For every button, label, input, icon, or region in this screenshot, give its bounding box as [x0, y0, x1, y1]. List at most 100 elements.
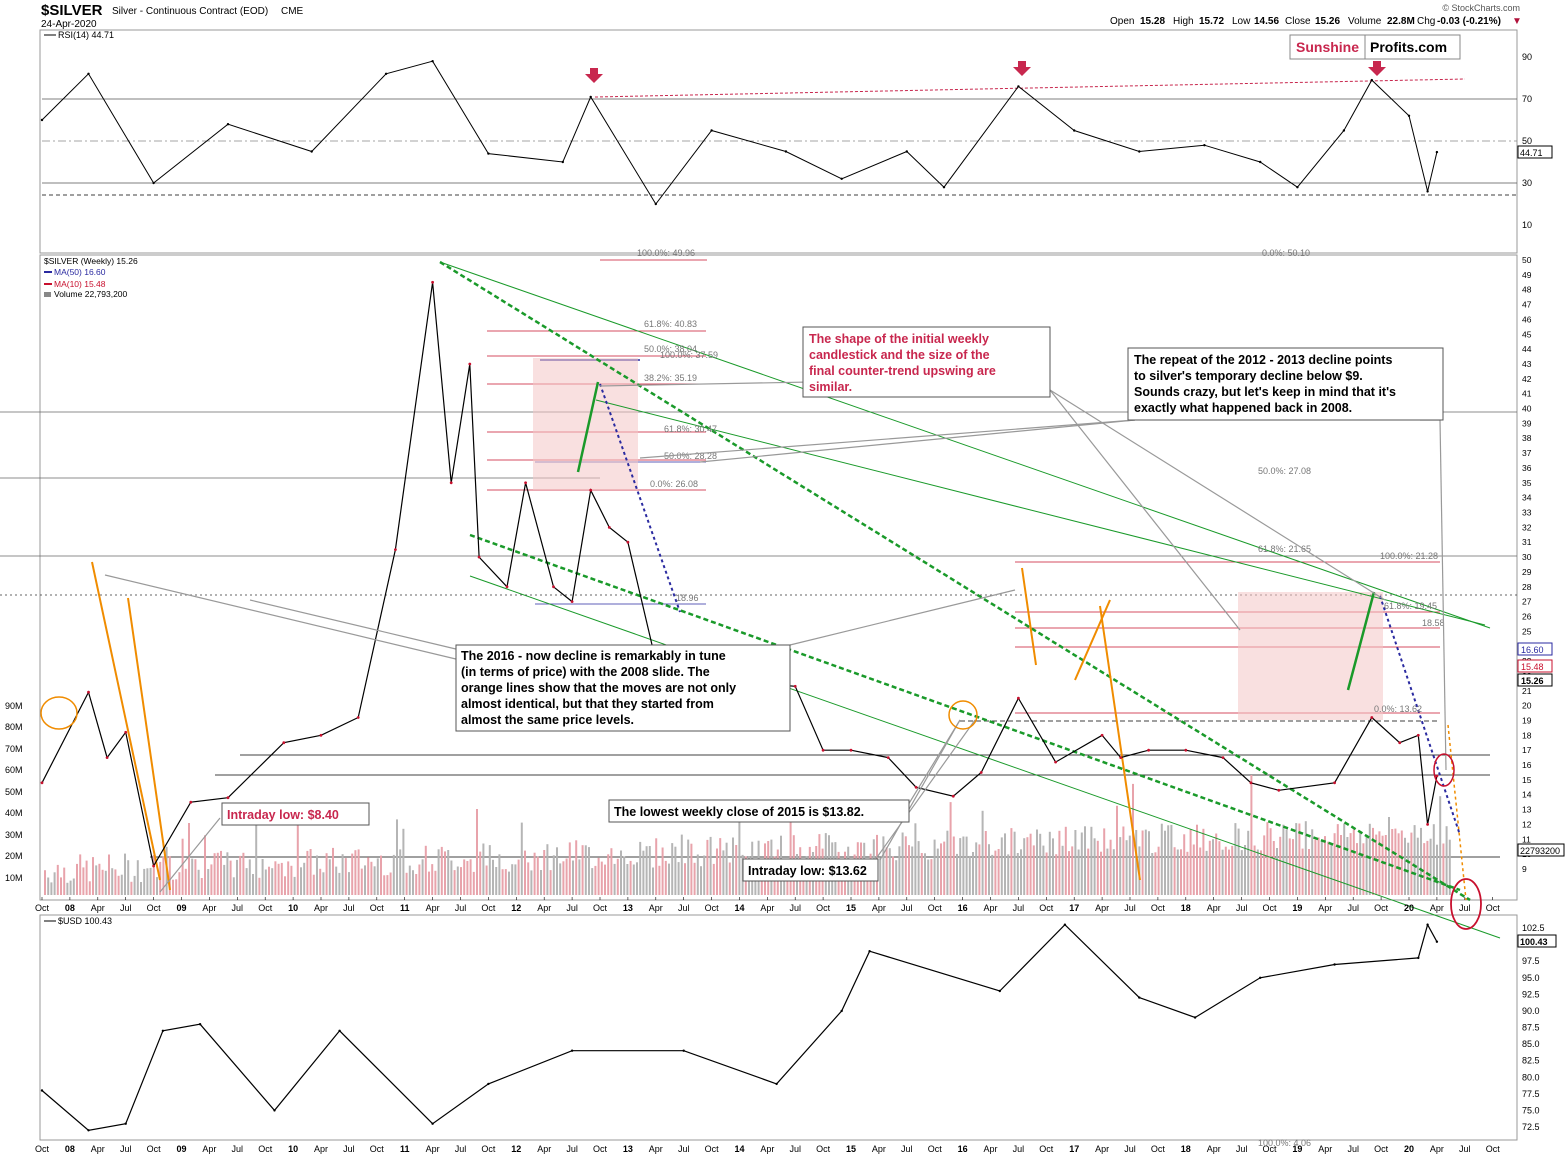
- fib-label: 50.0%: 28.28: [664, 451, 717, 461]
- volume-tick: 10M: [5, 873, 23, 883]
- price-tick: 44: [1522, 344, 1532, 354]
- volume-bar: [1304, 821, 1307, 895]
- volume-bar: [364, 865, 366, 895]
- volume-bar: [543, 850, 546, 895]
- rsi-point: [310, 150, 313, 153]
- volume-bar: [652, 867, 654, 895]
- volume-bar: [1221, 849, 1224, 895]
- svg-text:MA(50) 16.60: MA(50) 16.60: [54, 267, 106, 277]
- volume-bar: [1423, 843, 1426, 895]
- price-tick: 39: [1522, 418, 1532, 428]
- svg-text:44.71: 44.71: [1520, 148, 1543, 158]
- red-circle: [1433, 753, 1455, 787]
- volume-bar: [1016, 853, 1019, 895]
- usd-point: [124, 1122, 127, 1125]
- volume-bar: [674, 846, 677, 895]
- volume-tick: 60M: [5, 765, 23, 775]
- volume-bar: [1324, 836, 1326, 895]
- x-tick-label: 09: [176, 903, 186, 913]
- volume-bar: [133, 875, 136, 895]
- x-tick-label: Oct: [593, 903, 608, 913]
- volume-bar: [415, 874, 418, 895]
- volume-bar: [216, 852, 219, 895]
- volume-bar: [255, 811, 258, 895]
- volume-bar: [668, 863, 670, 895]
- volume-bar: [1394, 828, 1397, 895]
- volume-bar: [1023, 838, 1026, 895]
- down-triangle-icon: ▼: [1512, 16, 1522, 27]
- fib-label: 100.0%: 21.28: [1380, 551, 1438, 561]
- rsi-point: [561, 160, 564, 164]
- volume-bar: [530, 870, 533, 895]
- x-tick-label: Oct: [481, 1144, 496, 1154]
- price-point: [821, 748, 825, 752]
- volume-bar: [498, 854, 501, 895]
- volume-bar: [287, 861, 290, 895]
- price-point: [1249, 781, 1253, 785]
- x-tick-label: Apr: [91, 903, 105, 913]
- price-axis: 50 49 48 47 46 45 44 43 42 41 40 39 38 37 36 35 34 33 32 31…: [1522, 255, 1532, 874]
- x-tick-label: Jul: [1347, 1144, 1359, 1154]
- volume-bar: [706, 839, 709, 895]
- price-tick: 41: [1522, 389, 1532, 399]
- volume-bar: [1180, 849, 1182, 895]
- x-tick-label: Oct: [1262, 1144, 1277, 1154]
- volume-bar: [1100, 851, 1102, 895]
- volume-bar: [1263, 835, 1266, 895]
- rsi-point: [710, 129, 713, 132]
- orange-line: [1074, 599, 1111, 681]
- x-tick-label: Oct: [370, 1144, 385, 1154]
- channel-line: [439, 261, 1491, 629]
- volume-bar: [440, 846, 443, 895]
- volume-bar: [1237, 828, 1240, 895]
- x-tick-label: Jul: [120, 1144, 132, 1154]
- volume-bar: [181, 838, 184, 895]
- volume-bar: [92, 857, 94, 895]
- x-tick-label: 10: [288, 903, 298, 913]
- rsi-point: [1296, 186, 1299, 189]
- rsi-tick: 30: [1522, 178, 1532, 188]
- x-tick-label: 16: [958, 1144, 968, 1154]
- volume-bar: [1164, 830, 1166, 895]
- volume-bar: [66, 882, 69, 895]
- price-tick: 38: [1522, 433, 1532, 443]
- volume-bar: [930, 859, 933, 895]
- volume-bar: [85, 860, 88, 895]
- volume-bar: [591, 868, 594, 895]
- volume-bar: [399, 849, 402, 895]
- x-tick-label: Apr: [983, 1144, 997, 1154]
- fib-label: 61.8%: 21.65: [1258, 544, 1311, 554]
- svg-text:The shape of the initial weekl: The shape of the initial weekly candlest…: [809, 332, 999, 394]
- x-tick-label: Apr: [314, 1144, 328, 1154]
- volume-bar: [898, 846, 901, 895]
- fib-label: 0.0%: 50.10: [1262, 248, 1310, 258]
- price-tick: 20: [1522, 701, 1532, 711]
- x-tick-label: Jul: [1013, 903, 1025, 913]
- volume-bar: [1212, 839, 1214, 895]
- volume-bar: [1084, 826, 1086, 895]
- price-point: [1054, 760, 1057, 764]
- volume-bar: [309, 849, 312, 895]
- x-tick-label: 15: [846, 903, 856, 913]
- price-point: [394, 548, 397, 551]
- x-tick-label: 13: [623, 1144, 633, 1154]
- volume-bar: [376, 858, 379, 895]
- rsi-point: [1407, 114, 1411, 118]
- rsi-point: [1138, 150, 1141, 153]
- quote-bar: Open 15.28 High 15.72 Low 14.56 Close 15…: [1110, 16, 1522, 27]
- usd-tick: 77.5: [1522, 1089, 1540, 1099]
- svg-text:Profits.com: Profits.com: [1370, 39, 1447, 55]
- usd-tick: 80.0: [1522, 1072, 1540, 1082]
- volume-bar: [1090, 826, 1093, 895]
- svg-text:14.56: 14.56: [1254, 16, 1279, 27]
- volume-bar: [626, 864, 629, 895]
- volume-bar: [1141, 830, 1144, 895]
- volume-bar: [524, 850, 526, 895]
- rsi-point: [1426, 190, 1429, 193]
- x-tick-label: Jul: [678, 903, 690, 913]
- volume-bar: [444, 851, 446, 895]
- volume-bar: [613, 863, 616, 895]
- volume-bar: [162, 856, 165, 895]
- volume-bar: [79, 854, 82, 895]
- volume-bar: [972, 852, 974, 895]
